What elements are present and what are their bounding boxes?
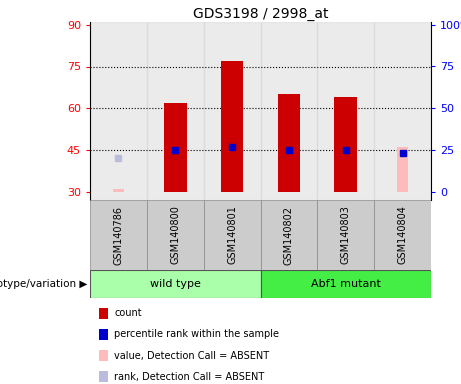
Text: wild type: wild type bbox=[150, 279, 201, 289]
Text: rank, Detection Call = ABSENT: rank, Detection Call = ABSENT bbox=[114, 372, 265, 382]
Bar bbox=[374, 200, 431, 270]
Bar bbox=[260, 22, 317, 200]
Bar bbox=[221, 61, 243, 192]
Bar bbox=[334, 97, 357, 192]
Text: percentile rank within the sample: percentile rank within the sample bbox=[114, 329, 279, 339]
Title: GDS3198 / 2998_at: GDS3198 / 2998_at bbox=[193, 7, 328, 21]
Bar bbox=[113, 189, 124, 192]
Text: GSM140804: GSM140804 bbox=[397, 205, 408, 265]
Bar bbox=[278, 94, 300, 192]
Bar bbox=[204, 200, 260, 270]
Text: count: count bbox=[114, 308, 142, 318]
Bar bbox=[204, 22, 260, 200]
Bar bbox=[90, 270, 260, 298]
Bar bbox=[90, 22, 147, 200]
Bar bbox=[147, 22, 204, 200]
Bar bbox=[260, 270, 431, 298]
Text: GSM140802: GSM140802 bbox=[284, 205, 294, 265]
Bar bbox=[397, 147, 408, 192]
Text: GSM140801: GSM140801 bbox=[227, 205, 237, 265]
Text: GSM140800: GSM140800 bbox=[170, 205, 180, 265]
Bar bbox=[147, 200, 204, 270]
Text: GSM140803: GSM140803 bbox=[341, 205, 351, 265]
Text: genotype/variation ▶: genotype/variation ▶ bbox=[0, 279, 87, 289]
Bar bbox=[317, 200, 374, 270]
Text: GSM140786: GSM140786 bbox=[113, 205, 124, 265]
Bar bbox=[260, 200, 317, 270]
Bar bbox=[90, 200, 147, 270]
Bar bbox=[317, 22, 374, 200]
Bar bbox=[164, 103, 187, 192]
Bar bbox=[374, 22, 431, 200]
Text: value, Detection Call = ABSENT: value, Detection Call = ABSENT bbox=[114, 351, 270, 361]
Text: Abf1 mutant: Abf1 mutant bbox=[311, 279, 381, 289]
